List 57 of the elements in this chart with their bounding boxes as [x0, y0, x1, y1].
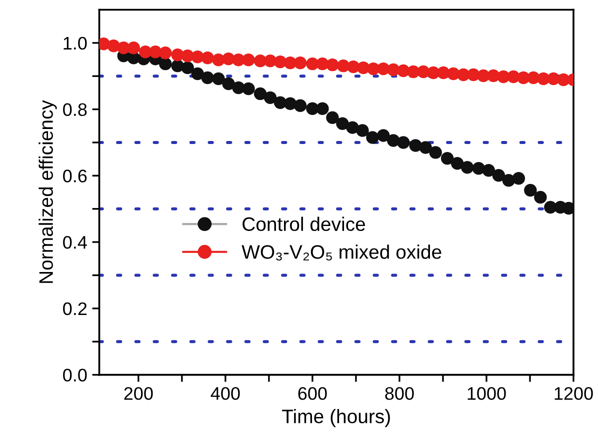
y-tick-label: 0.0: [63, 368, 87, 382]
point: [336, 117, 349, 130]
point: [366, 131, 379, 144]
y-axis-title: Normalized efficiency: [38, 100, 57, 283]
y-tick-label: 0.6: [63, 170, 87, 182]
point: [409, 139, 422, 152]
point: [326, 58, 339, 72]
point: [460, 161, 474, 174]
point: [440, 152, 454, 165]
point: [294, 56, 307, 70]
point: [127, 42, 140, 54]
point: [346, 121, 359, 134]
point: [376, 129, 390, 142]
point: [212, 53, 225, 66]
point: [512, 172, 526, 185]
point: [254, 87, 267, 100]
point: [429, 146, 442, 159]
legend-label: WO₃-V₂O₅ mixed oxide: [242, 244, 442, 260]
point: [356, 124, 369, 137]
point: [222, 77, 235, 90]
point: [524, 184, 537, 197]
point: [159, 46, 172, 60]
point: [294, 99, 307, 112]
x-tick-label: 400: [210, 387, 240, 400]
point: [450, 157, 464, 170]
point: [191, 67, 204, 80]
x-tick-label: 600: [298, 387, 327, 400]
point: [397, 136, 410, 149]
point: [472, 162, 486, 175]
y-tick-label: 0.4: [63, 236, 87, 249]
x-axis-title: Time (hours): [282, 409, 390, 428]
y-tick-label: 0.2: [63, 302, 87, 316]
y-tick-label: 0.8: [63, 103, 87, 116]
y-tick-label: 1.0: [64, 36, 87, 50]
point: [316, 102, 329, 115]
point: [264, 91, 277, 104]
x-tick-label: 800: [385, 387, 414, 400]
x-tick-label: 1200: [554, 387, 593, 400]
x-tick-label: 200: [124, 387, 153, 400]
point: [326, 111, 339, 124]
point: [159, 57, 172, 70]
point: [201, 51, 214, 64]
point: [242, 82, 255, 96]
point: [534, 190, 547, 204]
point: [284, 97, 297, 110]
point: [212, 72, 225, 86]
point: [492, 168, 506, 182]
point: [201, 71, 214, 84]
x-tick-label: 1000: [468, 387, 506, 400]
point: [242, 53, 255, 66]
legend-label: Control device: [242, 216, 366, 232]
point: [482, 164, 496, 177]
point: [419, 141, 432, 154]
point: [181, 61, 194, 74]
point: [107, 40, 120, 52]
point: [387, 134, 400, 147]
point: [562, 202, 574, 215]
